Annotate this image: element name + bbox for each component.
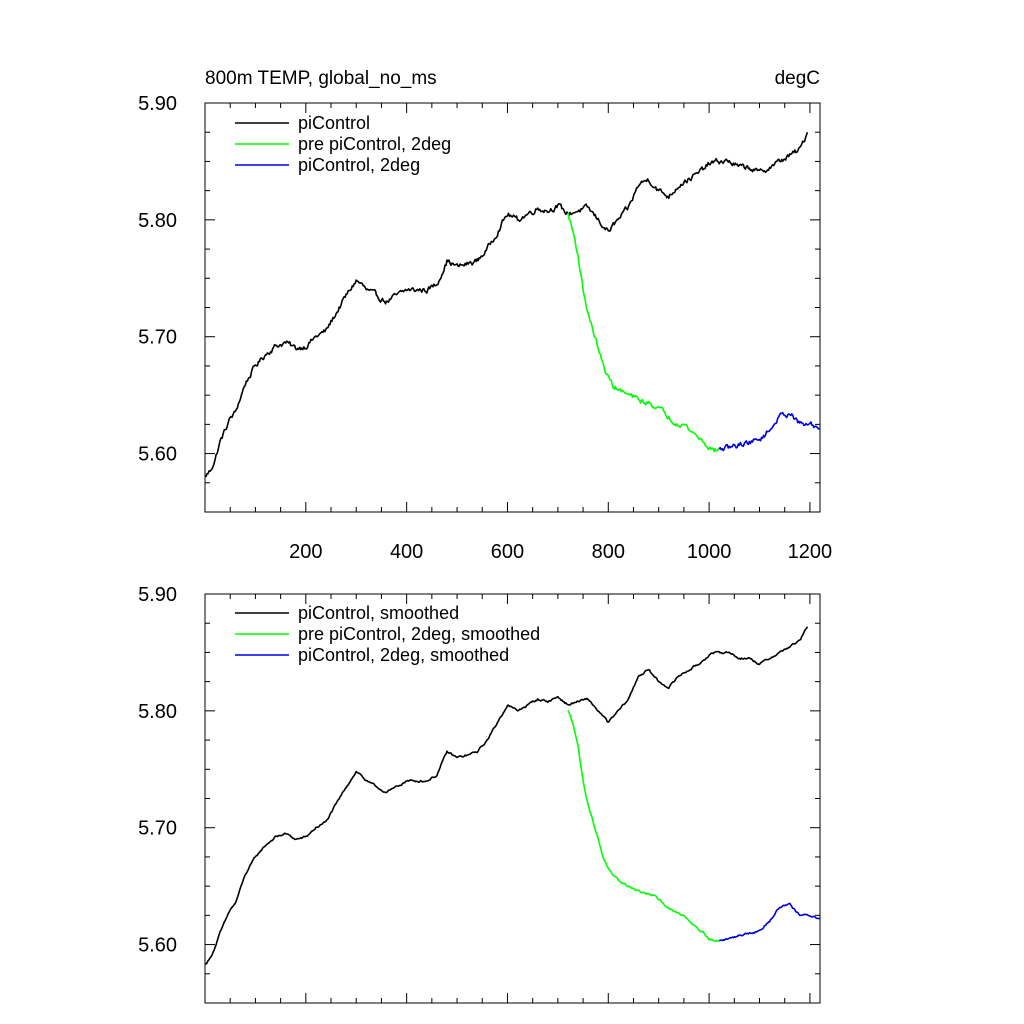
x-tick-label: 400	[390, 541, 423, 563]
series-line-pre-picontrol-2deg-smoothed	[567, 710, 720, 943]
y-tick-label: 5.80	[138, 210, 177, 232]
legend-label: piControl, 2deg, smoothed	[298, 645, 509, 665]
legend-label: piControl, 2deg	[298, 155, 420, 175]
x-tick-label: 1200	[788, 541, 833, 563]
y-tick-label: 5.90	[138, 584, 177, 606]
y-tick-label: 5.60	[138, 935, 177, 957]
legend-label: piControl, smoothed	[298, 603, 459, 623]
series-line-picontrol	[204, 131, 809, 478]
chart-title: 800m TEMP, global_no_ms	[205, 68, 437, 89]
units-label: degC	[775, 68, 820, 89]
y-tick-label: 5.60	[138, 444, 177, 466]
x-tick-label: 1000	[687, 541, 732, 563]
x-tick-label: 200	[289, 541, 322, 563]
top-panel: 5.60 5.70 5.80 5.90 200 400 600 800 1000 1200 piCo…	[138, 93, 832, 563]
series-line-picontrol-2deg-smoothed	[718, 902, 821, 942]
x-tick-label: 600	[491, 541, 524, 563]
x-tick-label: 800	[592, 541, 625, 563]
series-line-pre-picontrol-2deg	[567, 212, 720, 453]
legend-label: piControl	[298, 113, 370, 133]
y-tick-label: 5.90	[138, 93, 177, 115]
legend-label: pre piControl, 2deg	[298, 134, 451, 154]
y-tick-label: 5.70	[138, 327, 177, 349]
series-line-picontrol-2deg	[718, 411, 821, 452]
series-line-picontrol-smoothed	[204, 626, 809, 965]
legend-label: pre piControl, 2deg, smoothed	[298, 624, 540, 644]
y-tick-label: 5.80	[138, 701, 177, 723]
y-tick-label: 5.70	[138, 818, 177, 840]
